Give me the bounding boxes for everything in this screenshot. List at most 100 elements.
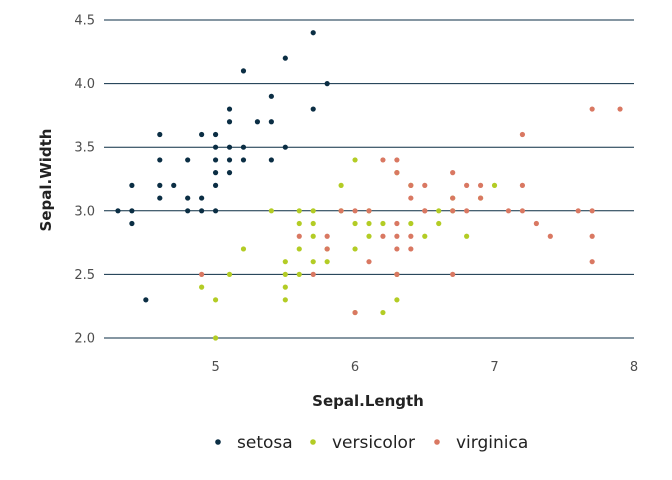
data-point-versicolor: [394, 297, 400, 303]
data-point-versicolor: [296, 246, 302, 252]
data-point-versicolor: [212, 335, 219, 341]
data-points: [115, 30, 623, 341]
data-point-virginica: [575, 208, 581, 214]
x-axis-title: Sepal.Length: [312, 392, 424, 410]
data-point-setosa: [171, 182, 177, 188]
data-point-setosa: [282, 144, 288, 150]
y-tick-label: 3.0: [74, 204, 95, 219]
gridlines: [104, 19, 634, 339]
y-tick-label: 2.5: [74, 268, 95, 283]
data-point-virginica: [380, 157, 386, 163]
data-point-virginica: [589, 233, 595, 239]
data-point-versicolor: [422, 233, 428, 239]
data-point-virginica: [408, 246, 414, 252]
data-point-setosa: [212, 182, 219, 188]
data-point-setosa: [157, 131, 163, 138]
data-point-versicolor: [310, 233, 316, 239]
data-point-virginica: [422, 208, 428, 214]
data-point-setosa: [240, 144, 247, 150]
data-point-virginica: [547, 233, 553, 239]
data-point-versicolor: [282, 297, 288, 303]
data-point-versicolor: [310, 220, 316, 227]
data-point-virginica: [617, 106, 623, 112]
data-point-setosa: [324, 81, 330, 87]
data-point-versicolor: [324, 259, 330, 265]
data-point-setosa: [310, 106, 316, 112]
data-point-setosa: [254, 119, 261, 125]
data-point-virginica: [450, 195, 456, 201]
data-point-setosa: [226, 157, 233, 163]
data-point-setosa: [129, 220, 135, 227]
legend-label: virginica: [456, 433, 528, 453]
data-point-setosa: [129, 182, 135, 188]
data-point-versicolor: [366, 233, 372, 239]
data-point-virginica: [310, 271, 316, 277]
data-point-versicolor: [352, 246, 358, 252]
data-point-versicolor: [226, 271, 233, 277]
data-point-versicolor: [268, 208, 274, 214]
data-point-virginica: [394, 220, 400, 227]
data-point-virginica: [408, 195, 414, 201]
data-point-setosa: [199, 208, 205, 214]
data-point-setosa: [212, 144, 219, 150]
data-point-virginica: [394, 246, 400, 252]
data-point-setosa: [212, 157, 219, 163]
data-point-virginica: [450, 208, 456, 214]
x-tick-label: 5: [211, 360, 219, 375]
data-point-virginica: [589, 259, 595, 265]
data-point-versicolor: [212, 297, 219, 303]
data-point-setosa: [185, 195, 191, 201]
data-point-setosa: [185, 208, 191, 214]
data-point-virginica: [352, 309, 358, 316]
data-point-virginica: [519, 208, 526, 214]
data-point-virginica: [394, 233, 400, 239]
data-point-versicolor: [310, 259, 316, 265]
data-point-virginica: [477, 195, 484, 201]
data-point-versicolor: [296, 220, 302, 227]
data-point-setosa: [129, 208, 135, 214]
legend: setosa versicolor virginica: [215, 433, 528, 453]
data-point-versicolor: [366, 220, 372, 227]
data-point-setosa: [143, 297, 149, 303]
data-point-virginica: [450, 271, 456, 277]
data-point-setosa: [157, 195, 163, 201]
legend-key-versicolor: [310, 439, 316, 445]
data-point-virginica: [366, 259, 372, 265]
data-point-setosa: [212, 131, 219, 138]
x-tick-label: 8: [630, 360, 638, 375]
data-point-setosa: [226, 144, 233, 150]
data-point-virginica: [296, 233, 302, 239]
data-point-virginica: [380, 233, 386, 239]
data-point-setosa: [310, 30, 316, 36]
data-point-virginica: [394, 271, 400, 277]
y-axis-title: Sepal.Width: [37, 129, 55, 232]
y-tick-label: 2.0: [74, 332, 95, 347]
data-point-versicolor: [408, 220, 414, 227]
data-point-setosa: [268, 93, 274, 99]
data-point-virginica: [505, 208, 512, 214]
data-point-versicolor: [240, 246, 247, 252]
data-point-virginica: [519, 131, 526, 138]
x-tick-label: 7: [490, 360, 498, 375]
data-point-virginica: [366, 208, 372, 214]
data-point-versicolor: [296, 271, 302, 277]
legend-label: versicolor: [332, 433, 415, 453]
data-point-virginica: [324, 233, 330, 239]
data-point-versicolor: [282, 284, 288, 290]
data-point-virginica: [352, 208, 358, 214]
data-point-setosa: [157, 157, 163, 163]
data-point-setosa: [115, 208, 121, 214]
data-point-setosa: [199, 195, 205, 201]
legend-key-setosa: [215, 439, 221, 445]
data-point-setosa: [282, 55, 288, 61]
data-point-virginica: [422, 182, 428, 188]
data-point-versicolor: [380, 220, 386, 227]
x-tick-labels: 5 6 7 8: [211, 360, 638, 375]
data-point-virginica: [324, 246, 330, 252]
data-point-virginica: [519, 182, 526, 188]
data-point-virginica: [199, 271, 205, 277]
legend-label: setosa: [237, 433, 293, 453]
data-point-versicolor: [380, 309, 386, 316]
data-point-versicolor: [352, 157, 358, 163]
